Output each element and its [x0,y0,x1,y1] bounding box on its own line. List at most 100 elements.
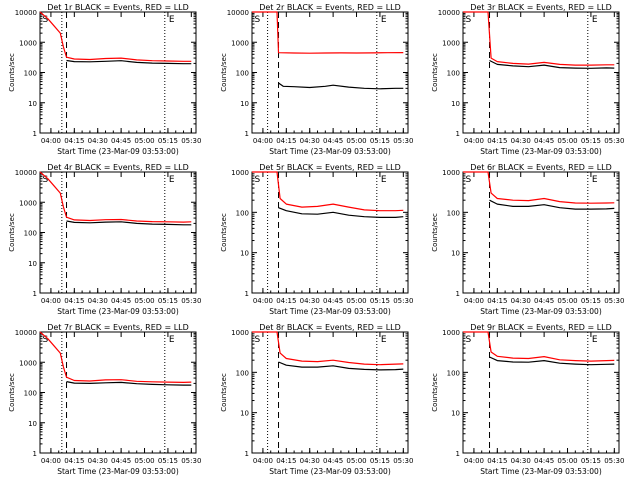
lld-series-line [39,331,192,383]
y-tick-label: 1000 [19,199,37,207]
lld-series-line [252,171,404,212]
chart-panel-4: Det 4r BLACK = Events, RED = LLD 1 10 100 10… [8,163,201,316]
y-axis-label: Counts/sec [431,53,439,92]
x-axis-label: Start Time (23-Mar-09 03:53:00) [480,467,602,476]
x-tick-label: 04:15 [487,457,507,465]
lld-series-line [463,11,615,66]
x-tick-label: 05:15 [581,297,601,305]
chart-title: Det 5r BLACK = Events, RED = LLD [259,163,401,172]
start-marker-label: S [255,175,261,185]
start-marker-label: S [466,335,472,345]
y-tick-label: 10 [28,260,37,268]
y-axis-label: Counts/sec [220,373,228,412]
x-tick-label: 04:00 [41,137,61,145]
x-axis-label: Start Time (23-Mar-09 03:53:00) [57,147,179,156]
x-tick-label: 05:15 [370,297,390,305]
y-tick-label: 10000 [15,329,37,337]
events-series-line [278,82,404,90]
x-tick-label: 04:15 [64,137,84,145]
y-tick-label: 1 [33,290,37,298]
y-tick-label: 100 [447,209,460,217]
x-tick-label: 05:15 [158,457,178,465]
chart-title: Det 6r BLACK = Events, RED = LLD [470,163,612,172]
start-marker-label: S [43,175,49,185]
y-tick-label: 1 [33,130,37,138]
start-marker-label: S [255,335,261,345]
x-tick-label: 05:15 [158,137,178,145]
y-tick-label: 1000 [442,169,460,177]
y-tick-label: 1000 [19,359,37,367]
x-tick-label: 04:30 [300,457,320,465]
end-marker-label: E [169,335,175,345]
end-marker-label: E [381,175,387,185]
plot-frame [462,331,620,454]
plot-frame [251,331,409,454]
start-marker-label: S [43,15,49,25]
y-tick-label: 100 [24,70,37,78]
y-tick-label: 10 [240,250,249,258]
x-tick-label: 05:00 [346,297,366,305]
x-tick-label: 05:30 [604,297,624,305]
y-tick-label: 10 [240,100,249,108]
chart-panel-8: Det 8r BLACK = Events, RED = LLD 1 10 100 10… [220,323,413,476]
y-tick-label: 1000 [19,39,37,47]
chart-panel-3: Det 3r BLACK = Events, RED = LLD 1 10 100 10… [431,3,624,156]
x-tick-label: 04:45 [323,137,343,145]
x-tick-label: 05:00 [346,137,366,145]
end-marker-label: E [592,175,598,185]
x-axis-label: Start Time (23-Mar-09 03:53:00) [269,467,391,476]
end-marker-label: E [169,15,175,25]
y-tick-label: 10000 [15,9,37,17]
y-axis-label: Counts/sec [8,213,16,252]
start-marker-label: S [466,15,472,25]
y-axis-label: Counts/sec [431,213,439,252]
x-tick-label: 05:30 [393,297,413,305]
y-tick-label: 100 [24,230,37,238]
x-tick-label: 04:15 [487,137,507,145]
x-axis-label: Start Time (23-Mar-09 03:53:00) [57,307,179,316]
x-tick-label: 04:15 [276,137,296,145]
end-marker-label: E [169,175,175,185]
lld-series-line [39,11,192,62]
x-axis-label: Start Time (23-Mar-09 03:53:00) [269,147,391,156]
chart-title: Det 2r BLACK = Events, RED = LLD [259,3,401,12]
lld-series-line [463,171,615,204]
y-tick-label: 1 [456,290,460,298]
x-tick-label: 04:45 [111,457,131,465]
x-tick-label: 04:15 [487,297,507,305]
x-tick-label: 04:45 [534,137,554,145]
x-tick-label: 05:30 [604,137,624,145]
chart-title: Det 4r BLACK = Events, RED = LLD [47,163,189,172]
y-tick-label: 1 [33,450,37,458]
y-tick-label: 10 [28,420,37,428]
x-tick-label: 05:30 [604,457,624,465]
x-tick-label: 04:30 [300,137,320,145]
x-tick-label: 04:00 [253,457,273,465]
events-series-line [278,361,404,371]
x-tick-label: 05:00 [557,457,577,465]
chart-title: Det 7r BLACK = Events, RED = LLD [47,323,189,332]
events-series-line [66,381,192,386]
lld-series-line [463,331,615,362]
end-marker-label: E [592,335,598,345]
y-tick-label: 10 [451,250,460,258]
y-tick-label: 1000 [231,39,249,47]
events-series-line [489,199,615,210]
chart-panel-5: Det 5r BLACK = Events, RED = LLD 1 10 100 10… [220,163,413,316]
chart-panel-1: Det 1r BLACK = Events, RED = LLD 1 10 100 10… [8,3,201,156]
y-tick-label: 10000 [227,9,249,17]
y-tick-label: 10 [28,100,37,108]
lld-series-line [252,11,404,54]
chart-title: Det 3r BLACK = Events, RED = LLD [470,3,612,12]
x-tick-label: 04:30 [88,137,108,145]
start-marker-label: S [43,335,49,345]
y-tick-label: 100 [447,369,460,377]
x-tick-label: 04:45 [534,297,554,305]
x-tick-label: 04:45 [534,457,554,465]
x-tick-label: 04:30 [511,297,531,305]
y-tick-label: 10000 [438,9,460,17]
x-tick-label: 04:30 [88,297,108,305]
y-tick-label: 10 [240,410,249,418]
events-series-line [66,59,192,65]
y-tick-label: 100 [24,390,37,398]
